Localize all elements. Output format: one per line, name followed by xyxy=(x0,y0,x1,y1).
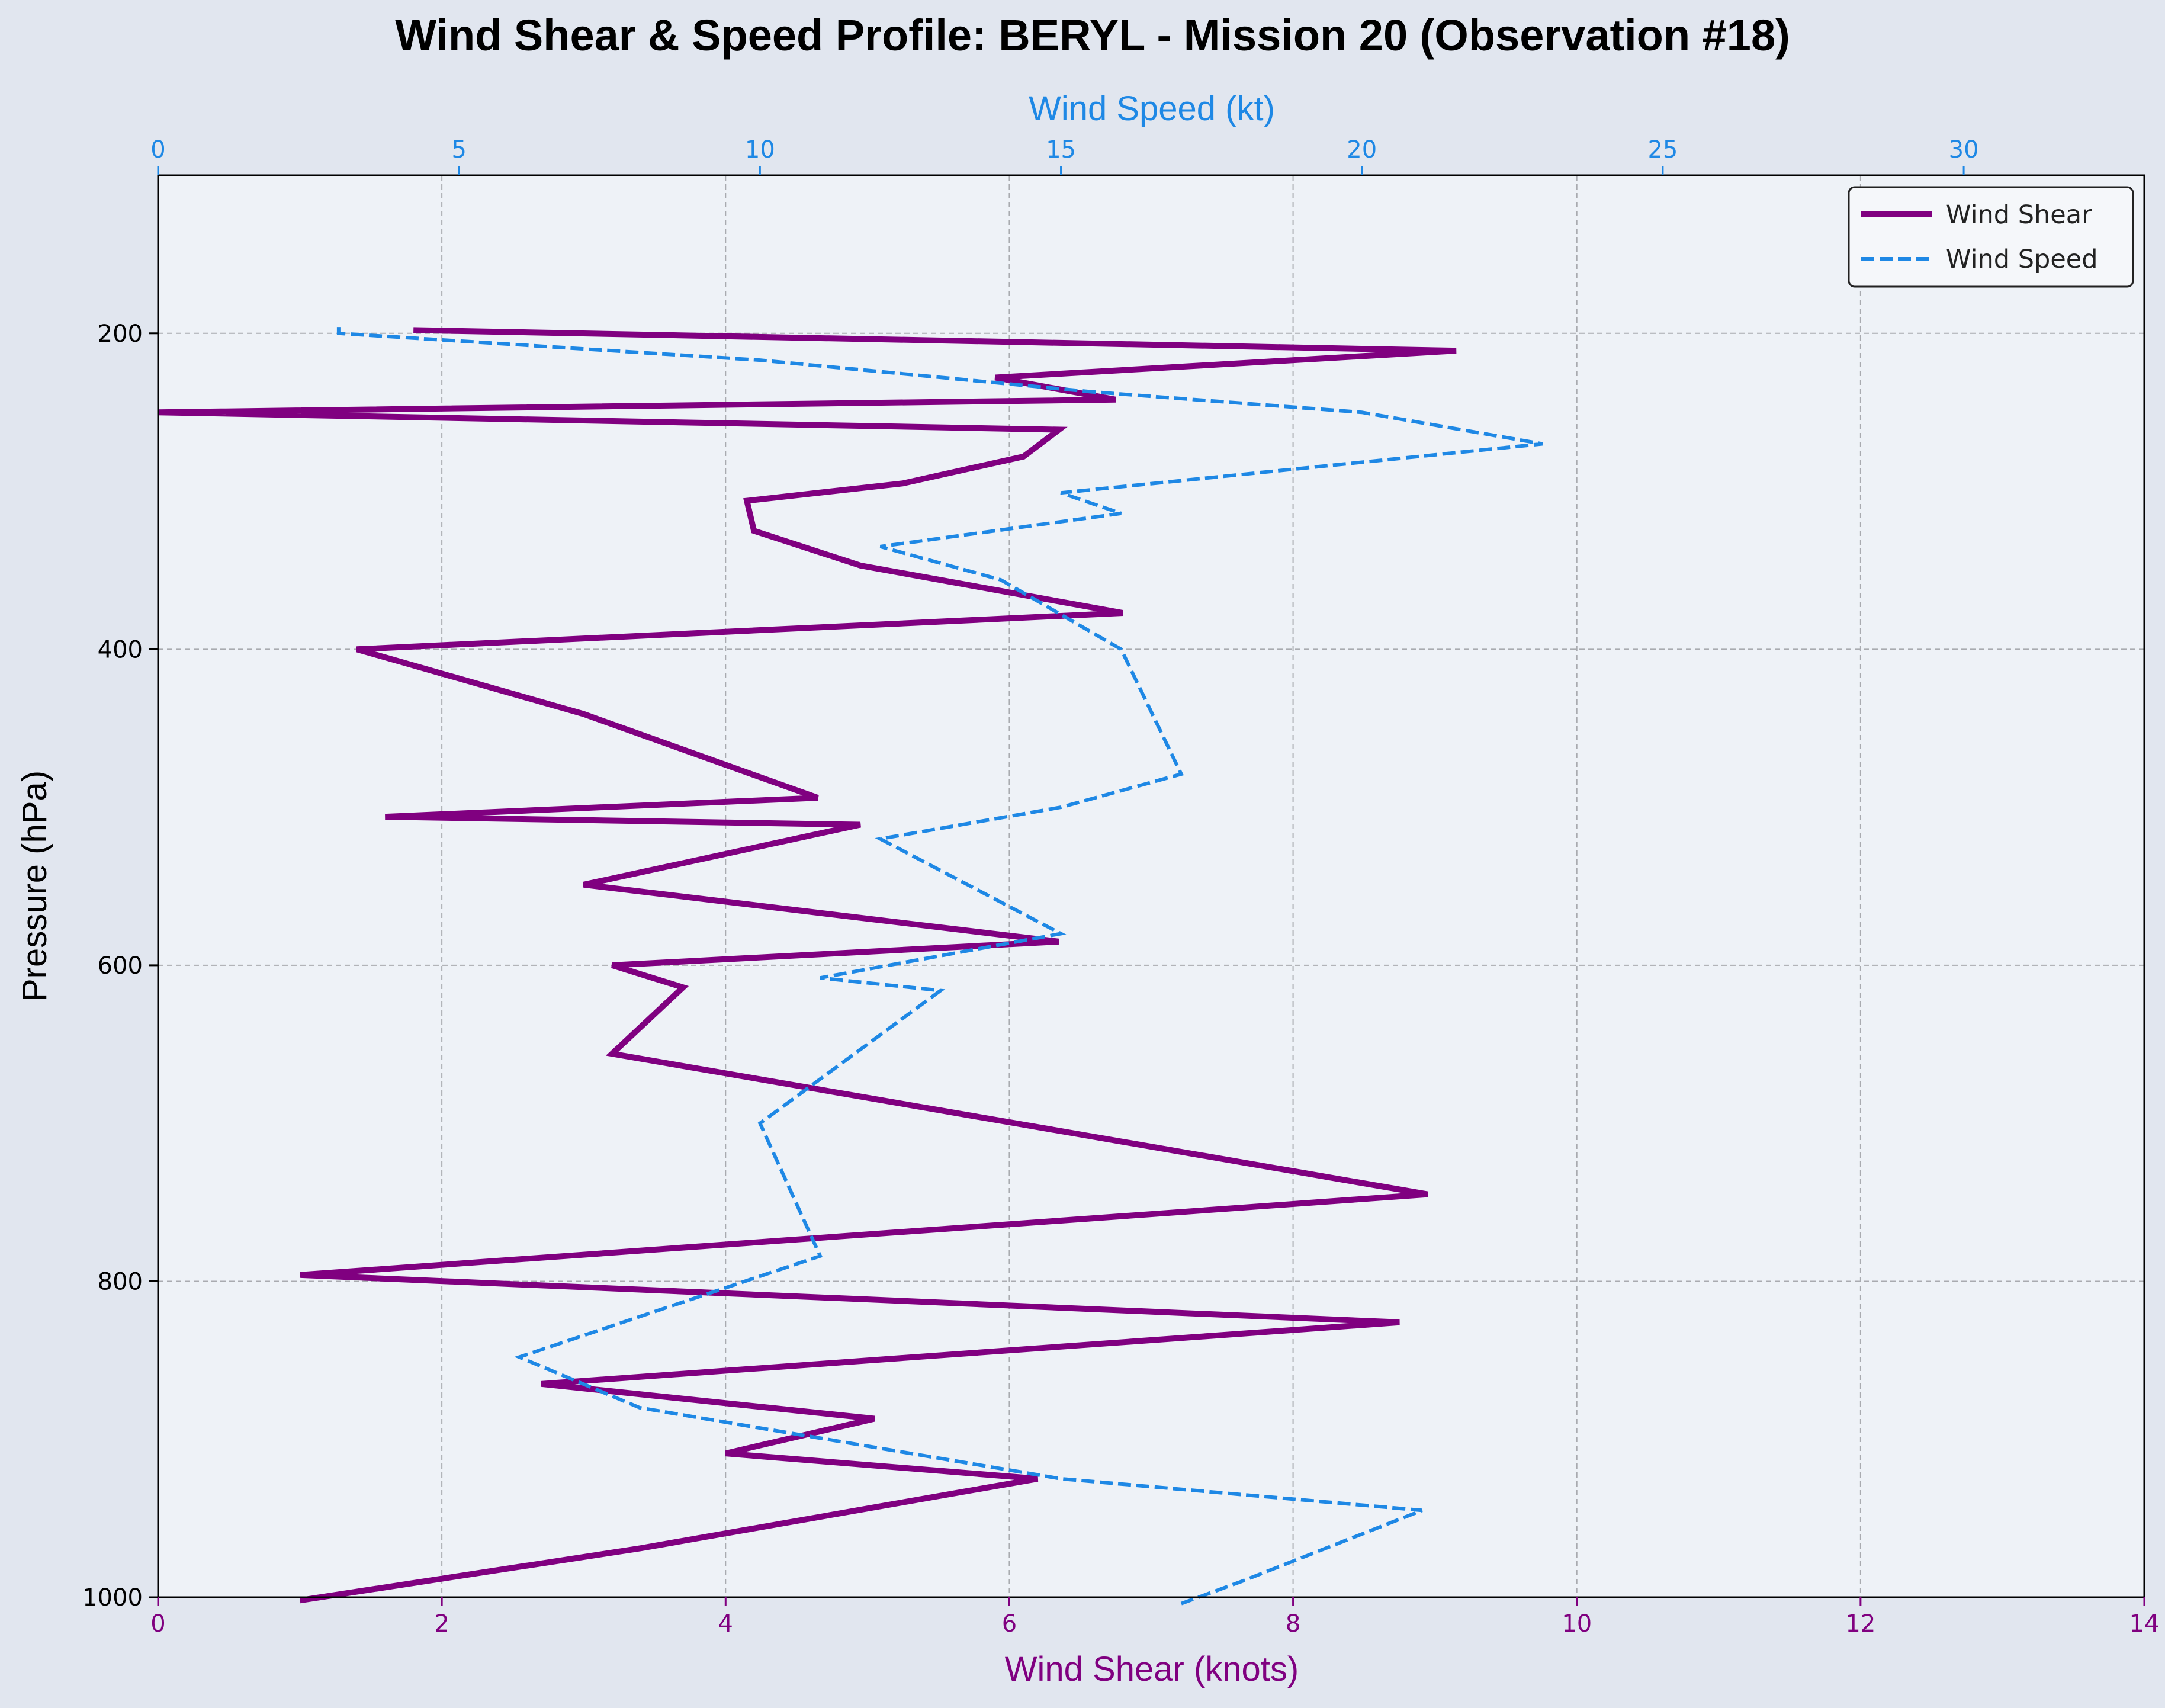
x-bottom-tick-label-12: 12 xyxy=(1845,1610,1875,1638)
legend: Wind Shear Wind Speed xyxy=(1848,186,2134,288)
x-top-tick-label-5: 5 xyxy=(451,136,466,163)
x-top-tick-label-25: 25 xyxy=(1647,136,1678,163)
x-top-tick-label-30: 30 xyxy=(1949,136,1979,163)
y-tick-label-800: 800 xyxy=(98,1268,143,1295)
x-bottom-tick-label-6: 6 xyxy=(1002,1610,1017,1638)
y-tick-label-400: 400 xyxy=(98,636,143,663)
series-line-wind-speed xyxy=(336,327,1543,1606)
y-tick-label-600: 600 xyxy=(98,952,143,980)
x-bottom-tick-label-14: 14 xyxy=(2129,1610,2160,1638)
x-top-tick-label-20: 20 xyxy=(1347,136,1377,163)
x-bottom-tick-label-2: 2 xyxy=(434,1610,449,1638)
y-tick-label-200: 200 xyxy=(98,320,143,348)
y-axis-title: Pressure (hPa) xyxy=(15,770,54,1001)
plot-frame xyxy=(157,174,2145,1598)
series-layer xyxy=(158,327,1543,1606)
axes-layer: 0 2 4 6 8 10 12 14 0 5 10 15 20 25 30 200 400 600 800 1000 xyxy=(82,136,2159,1638)
x-axis-top-title: Wind Speed (kt) xyxy=(1029,89,1275,128)
legend-label-wind-speed: Wind Speed xyxy=(1946,245,2098,274)
x-bottom-tick-label-10: 10 xyxy=(1562,1610,1592,1638)
x-top-tick-label-15: 15 xyxy=(1046,136,1076,163)
x-bottom-tick-label-4: 4 xyxy=(718,1610,733,1638)
y-tick-label-1000: 1000 xyxy=(82,1584,143,1611)
x-top-tick-label-0: 0 xyxy=(150,136,165,163)
x-bottom-tick-label-8: 8 xyxy=(1286,1610,1300,1638)
x-axis-bottom-title: Wind Shear (knots) xyxy=(1005,1650,1299,1688)
series-line-wind-shear xyxy=(158,327,1457,1604)
chart-title: Wind Shear & Speed Profile: BERYL - Miss… xyxy=(395,11,1790,60)
x-bottom-tick-label-0: 0 xyxy=(150,1610,165,1638)
x-top-tick-label-10: 10 xyxy=(745,136,775,163)
plot-area xyxy=(158,175,2144,1597)
legend-label-wind-shear: Wind Shear xyxy=(1946,200,2092,230)
